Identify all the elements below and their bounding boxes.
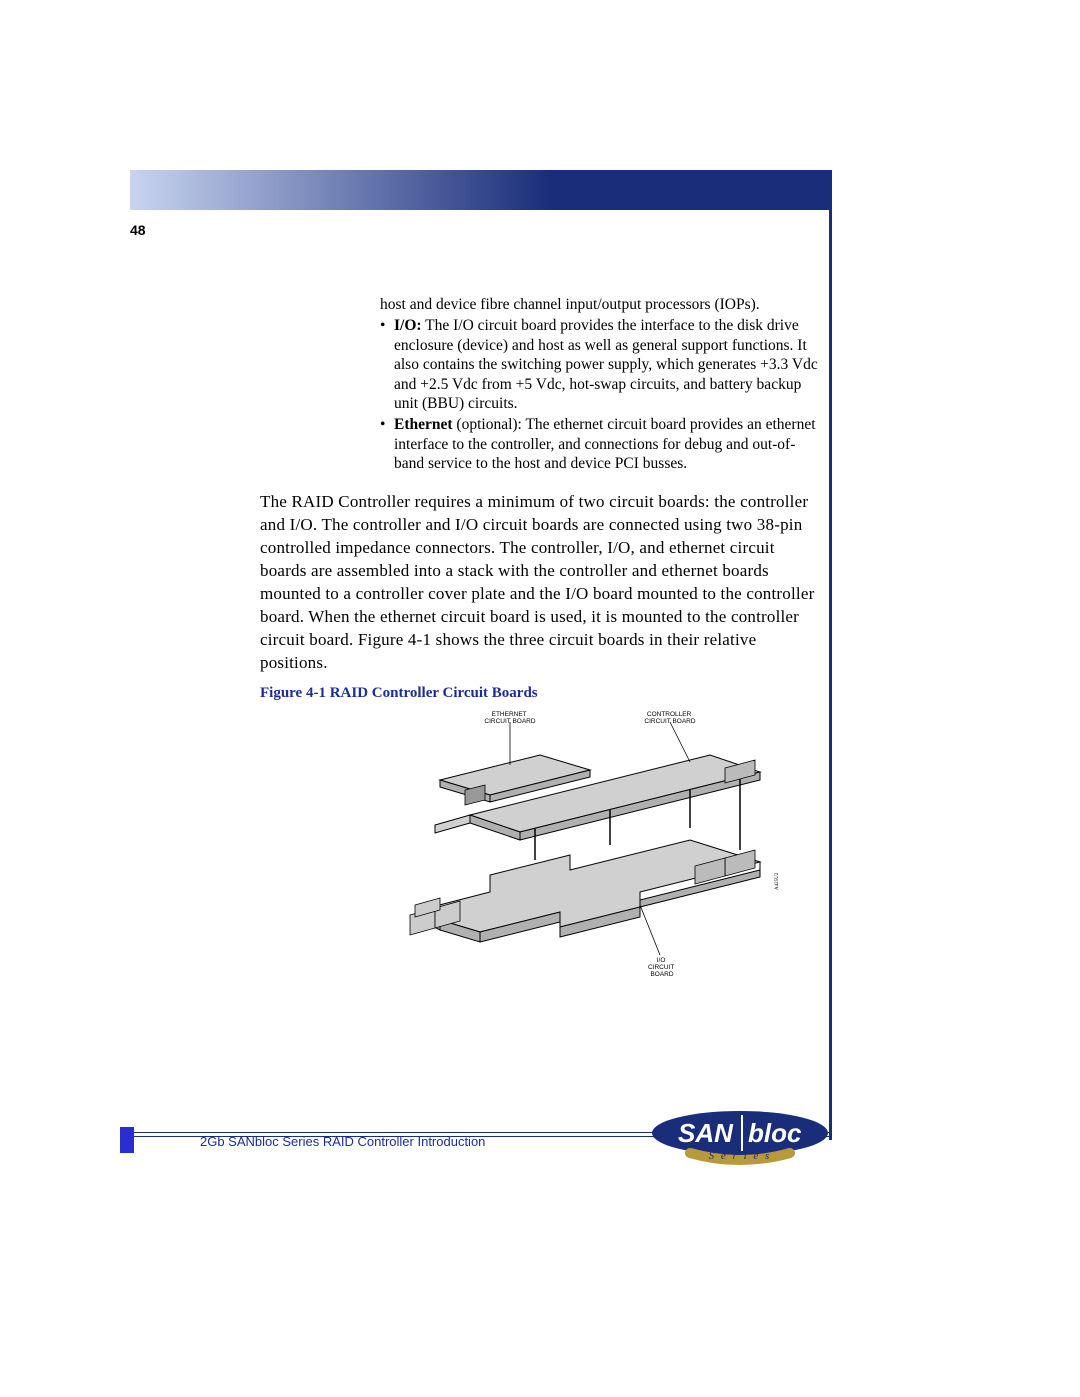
logo-series: S e r i e s bbox=[709, 1150, 772, 1162]
bullet-eth-label: Ethernet bbox=[394, 416, 453, 433]
bullet-eth-text: (optional): The ethernet circuit board p… bbox=[394, 416, 816, 472]
label-ethernet: ETHERNET CIRCUIT BOARD bbox=[484, 711, 535, 725]
svg-text:A425U2: A425U2 bbox=[775, 872, 780, 890]
bullet-io: I/O: The I/O circuit board provides the … bbox=[380, 316, 820, 413]
bullet-list: host and device fibre channel input/outp… bbox=[380, 295, 820, 473]
logo-bloc: bloc bbox=[748, 1118, 802, 1148]
figure-diagram: ETHERNET CIRCUIT BOARD CONTROLLER CIRCUI… bbox=[380, 710, 800, 980]
label-io: I/O CIRCUIT BOARD bbox=[648, 957, 676, 978]
sanbloc-logo: SAN bloc S e r i e s bbox=[650, 1109, 830, 1167]
circuit-boards-svg: ETHERNET CIRCUIT BOARD CONTROLLER CIRCUI… bbox=[380, 710, 800, 980]
bullet-ethernet: Ethernet (optional): The ethernet circui… bbox=[380, 415, 820, 473]
figure-caption: Figure 4-1 RAID Controller Circuit Board… bbox=[260, 685, 820, 702]
body-paragraph: The RAID Controller requires a minimum o… bbox=[260, 491, 820, 675]
page-number: 48 bbox=[130, 222, 146, 238]
bullet-lead-line: host and device fibre channel input/outp… bbox=[380, 295, 820, 314]
label-controller: CONTROLLER CIRCUIT BOARD bbox=[644, 711, 695, 725]
page-content: host and device fibre channel input/outp… bbox=[260, 295, 820, 980]
io-board-shape bbox=[410, 840, 760, 942]
bullet-io-text: The I/O circuit board provides the inter… bbox=[394, 317, 818, 412]
header-gradient-bar bbox=[130, 170, 830, 210]
footer-text: 2Gb SANbloc Series RAID Controller Intro… bbox=[200, 1134, 485, 1149]
footer-color-tab bbox=[120, 1127, 134, 1153]
logo-san: SAN bbox=[678, 1118, 734, 1148]
bullet-io-label: I/O: bbox=[394, 317, 422, 334]
right-margin-rule bbox=[829, 170, 832, 1140]
